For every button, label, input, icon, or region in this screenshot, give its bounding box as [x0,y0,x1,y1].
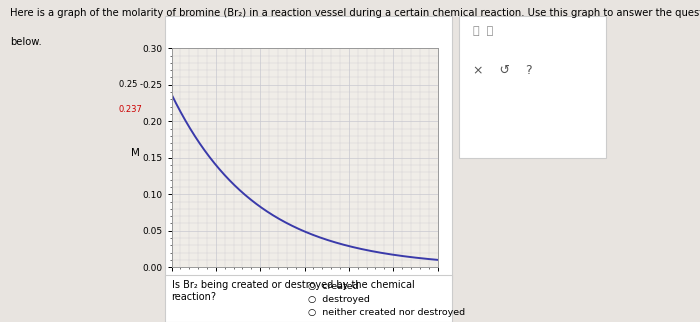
Text: 0.237: 0.237 [119,105,143,114]
Text: Here is a graph of the molarity of bromine (Br₂) in a reaction vessel during a c: Here is a graph of the molarity of bromi… [10,8,700,18]
Text: ○  neither created nor destroyed: ○ neither created nor destroyed [308,308,465,317]
Text: Is Br₂ being created or destroyed by the chemical
reaction?: Is Br₂ being created or destroyed by the… [172,280,414,302]
Text: below.: below. [10,37,42,47]
X-axis label: seconds: seconds [283,289,326,299]
Text: 0.25 -: 0.25 - [119,80,143,89]
Y-axis label: M: M [131,148,139,158]
Text: ○  destroyed: ○ destroyed [308,295,370,304]
Text: ○  created: ○ created [308,282,358,291]
Text: ×    ↺    ?: × ↺ ? [473,64,532,77]
Text: 🔧  📷: 🔧 📷 [473,26,493,36]
